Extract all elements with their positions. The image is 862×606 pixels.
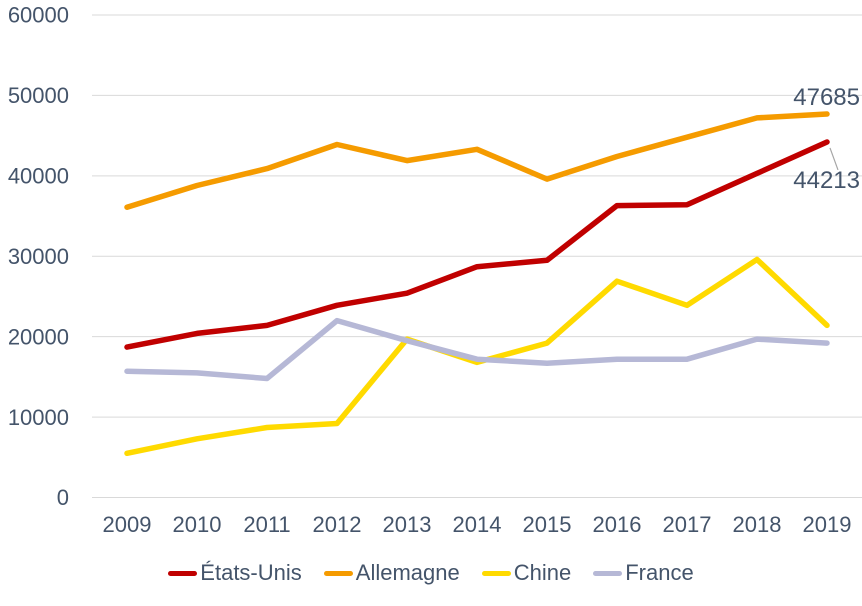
x-tick-label: 2014 xyxy=(453,512,502,537)
y-tick-label: 0 xyxy=(57,485,69,510)
x-tick-label: 2016 xyxy=(593,512,642,537)
legend-label: France xyxy=(625,560,694,585)
x-tick-label: 2010 xyxy=(173,512,222,537)
x-tick-label: 2018 xyxy=(733,512,782,537)
legend-swatch-icon xyxy=(323,570,353,576)
legend-item--tats-unis: États-Unis xyxy=(168,558,302,588)
data-label-44213: 44213 xyxy=(793,167,860,194)
x-tick-label: 2017 xyxy=(663,512,712,537)
series-line-chine xyxy=(124,256,830,457)
legend-swatch-icon xyxy=(593,570,623,576)
legend-item-chine: Chine xyxy=(481,558,572,588)
series-line-france xyxy=(124,317,830,382)
legend-label: Allemagne xyxy=(355,560,460,585)
legend-label: Chine xyxy=(513,560,572,585)
chart-legend: États-Unis Allemagne Chine France xyxy=(0,558,862,588)
x-tick-label: 2011 xyxy=(243,512,290,537)
x-tick-label: 2009 xyxy=(103,512,152,537)
data-label-47685: 47685 xyxy=(793,84,860,111)
x-tick-label: 2019 xyxy=(803,512,852,537)
legend-swatch-icon xyxy=(481,570,511,576)
y-tick-label: 60000 xyxy=(8,3,69,28)
series-line--tats-unis xyxy=(124,139,830,350)
legend-swatch-icon xyxy=(168,570,198,576)
annotation-leader-line xyxy=(829,147,839,171)
y-tick-label: 40000 xyxy=(8,164,69,189)
legend-item-allemagne: Allemagne xyxy=(323,558,460,588)
series-line-allemagne xyxy=(124,111,830,210)
legend-item-france: France xyxy=(593,558,694,588)
legend-label: États-Unis xyxy=(200,560,302,585)
line-chart: 0 10000 20000 30000 40000 50000 60000 2009 2010 2… xyxy=(8,3,862,537)
x-tick-label: 2012 xyxy=(313,512,362,537)
y-tick-label: 20000 xyxy=(8,324,69,349)
x-tick-label: 2013 xyxy=(383,512,432,537)
x-tick-label: 2015 xyxy=(523,512,572,537)
y-tick-label: 10000 xyxy=(8,405,69,430)
y-tick-label: 30000 xyxy=(8,244,69,269)
y-tick-label: 50000 xyxy=(8,83,69,108)
